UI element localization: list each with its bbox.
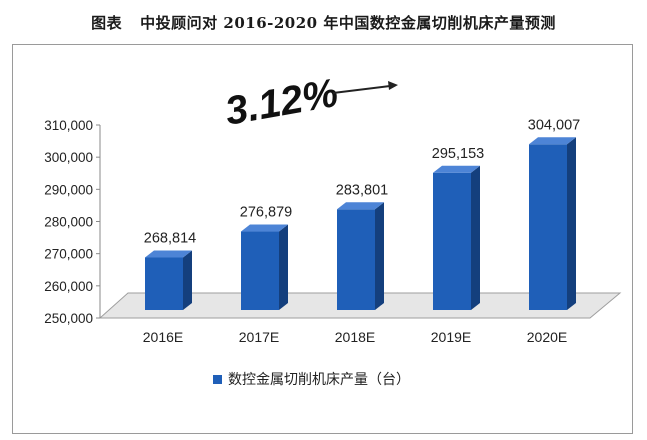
y-tick-label: 300,000 xyxy=(44,150,93,165)
legend-label: 数控金属切削机床产量（台） xyxy=(228,372,410,388)
bars-group xyxy=(145,137,576,310)
title-prefix: 图表 xyxy=(91,14,123,32)
bar-2018E xyxy=(337,202,384,310)
bar-front xyxy=(529,144,567,310)
y-tick-label: 280,000 xyxy=(44,215,93,230)
bar-top xyxy=(241,224,288,232)
x-category-label: 2017E xyxy=(239,329,279,345)
bar-top xyxy=(433,165,480,173)
bar-front xyxy=(337,209,375,310)
bar-front xyxy=(145,257,183,310)
growth-arrow xyxy=(332,81,398,94)
legend-swatch xyxy=(213,375,222,384)
title-text: 中投顾问对 2016-2020 年中国数控金属切削机床产量预测 xyxy=(140,14,556,32)
bar-2016E xyxy=(145,250,192,310)
bar-2017E xyxy=(241,224,288,310)
data-label: 295,153 xyxy=(432,146,484,162)
data-label: 268,814 xyxy=(144,230,196,246)
bar-side xyxy=(567,137,576,310)
growth-rate-annotation: 3.12% xyxy=(222,71,341,134)
data-label: 304,007 xyxy=(528,117,580,133)
x-category-label: 2019E xyxy=(431,329,471,345)
bar-top xyxy=(145,250,192,258)
data-label: 276,879 xyxy=(240,205,292,221)
bar-front xyxy=(433,172,471,310)
bar-front xyxy=(241,231,279,310)
x-category-label: 2018E xyxy=(335,329,375,345)
chart-title: 图表 中投顾问对 2016-2020 年中国数控金属切削机床产量预测 xyxy=(0,12,647,33)
data-labels-group: 268,814 276,879 283,801 295,153 304,007 xyxy=(144,117,580,246)
x-category-label: 2016E xyxy=(143,329,183,345)
y-tick-label: 270,000 xyxy=(44,247,93,262)
y-tick-label: 290,000 xyxy=(44,182,93,197)
bar-top xyxy=(529,137,576,145)
bar-top xyxy=(337,202,384,210)
bar-side xyxy=(375,202,384,310)
x-category-label: 2020E xyxy=(527,329,567,345)
bar-2019E xyxy=(433,165,480,310)
y-tick-label: 250,000 xyxy=(44,311,93,326)
data-label: 283,801 xyxy=(336,182,388,198)
bar-side xyxy=(183,250,192,310)
bar-side xyxy=(279,224,288,310)
y-axis-ticks: 250,000 260,000 270,000 280,000 290,000 300,0… xyxy=(44,118,100,326)
category-labels-group: 2016E 2017E 2018E 2019E 2020E xyxy=(143,329,567,345)
bar-side xyxy=(471,165,480,310)
bar-2020E xyxy=(529,137,576,310)
y-tick-label: 260,000 xyxy=(44,279,93,294)
y-tick-label: 310,000 xyxy=(44,118,93,133)
